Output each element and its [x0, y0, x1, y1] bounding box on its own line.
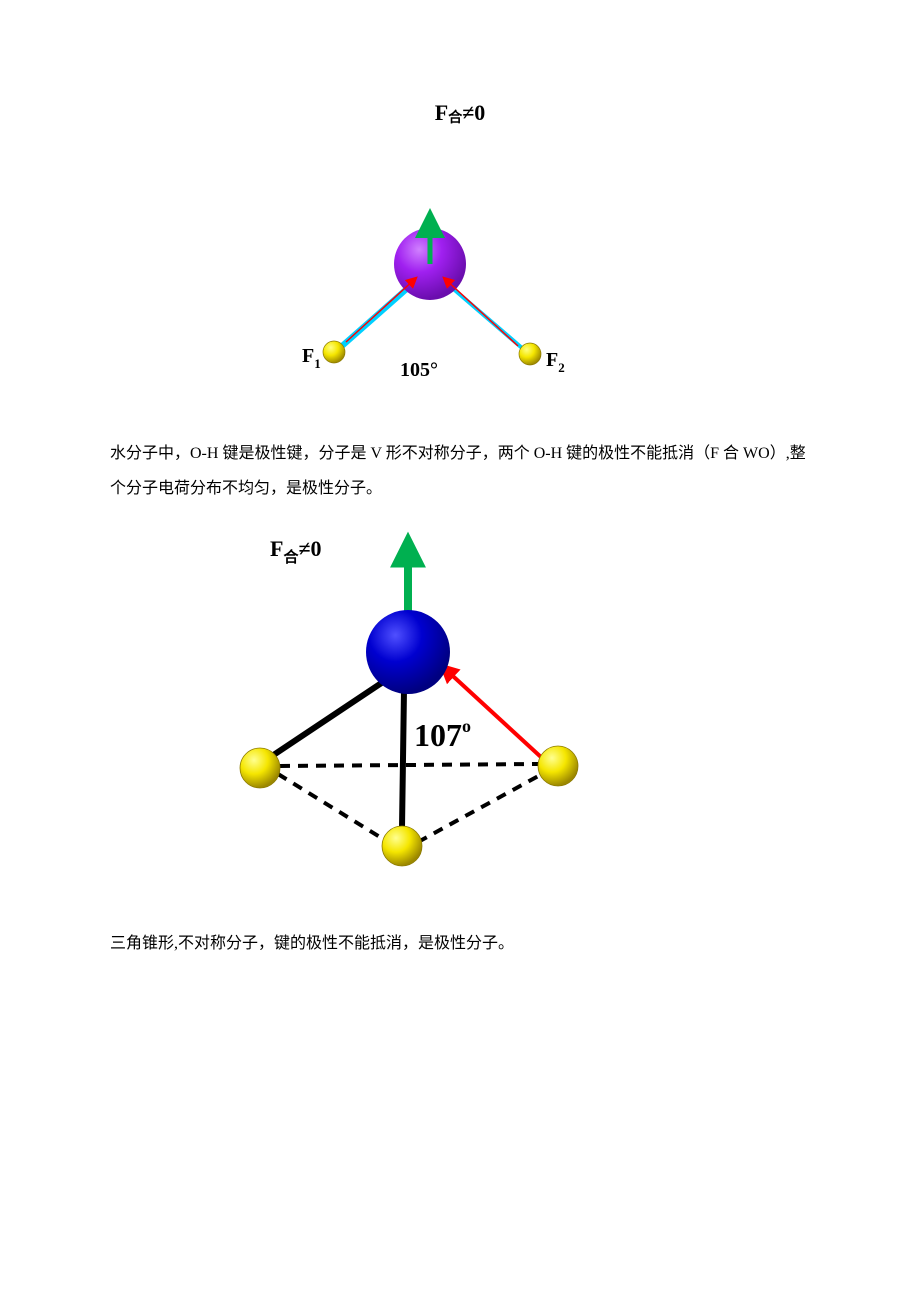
- figure-2-wrap: F合≠0 107o: [110, 516, 890, 886]
- solid-bond-left: [272, 680, 386, 756]
- label-f2: F2: [546, 349, 565, 375]
- title-sub: 合: [448, 111, 462, 126]
- fig2-atom-right: [538, 746, 578, 786]
- figure-1-svg: F1 105° F2: [250, 206, 590, 406]
- title-f: F: [435, 100, 448, 125]
- fig2-fnet-label: F合≠0: [270, 536, 322, 566]
- solid-bond-front: [402, 690, 404, 828]
- label-angle-105: 105°: [400, 359, 438, 381]
- fig2-atom-front: [382, 826, 422, 866]
- outer-atom-left: [323, 341, 345, 363]
- force-arrow-left: [346, 278, 416, 342]
- dash-edge-2: [418, 774, 542, 842]
- fig2-atom-left: [240, 748, 280, 788]
- title-rest: ≠0: [462, 100, 485, 125]
- figure-1-wrap: F1 105° F2: [70, 206, 770, 406]
- paragraph-1: 水分子中，O-H 键是极性键，分子是 V 形不对称分子，两个 O-H 键的极性不…: [110, 436, 810, 506]
- label-f1: F1: [302, 345, 321, 371]
- fig2-angle-label: 107o: [414, 716, 471, 753]
- page: F合≠0: [0, 0, 920, 1301]
- paragraph-2: 三角锥形,不对称分子，键的极性不能抵消，是极性分子。: [110, 926, 810, 961]
- dash-edge-1: [278, 774, 388, 842]
- force-arrow-right: [444, 278, 518, 346]
- page-title: F合≠0: [110, 100, 810, 126]
- fig2-central-atom: [366, 610, 450, 694]
- outer-atom-right: [519, 343, 541, 365]
- figure-2-svg: F合≠0 107o: [190, 516, 610, 886]
- dash-edge-3: [280, 764, 538, 766]
